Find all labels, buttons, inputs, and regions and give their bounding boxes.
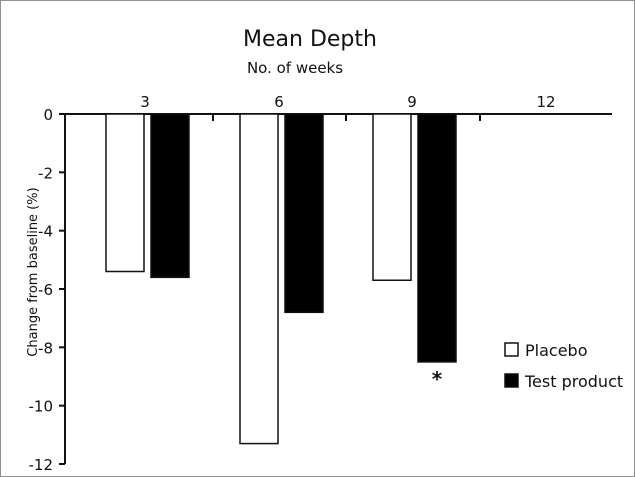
y-tick-label-0: 0 — [43, 106, 53, 124]
x-tick-label-6: 6 — [274, 93, 284, 111]
y-axis-label: Change from baseline (%) — [26, 187, 41, 356]
legend-label-placebo: Placebo — [525, 341, 587, 360]
chart-title: Mean Depth — [243, 27, 377, 52]
annotation-0: * — [432, 367, 443, 391]
bar-test-product-3 — [150, 113, 190, 279]
y-tick-label-5: -10 — [29, 398, 54, 416]
legend-swatch-test-product — [504, 373, 519, 388]
y-tick-label-3: -6 — [38, 281, 53, 299]
bar-test-product-6 — [284, 113, 324, 314]
y-tick-label-4: -8 — [38, 339, 53, 357]
bar-placebo-3 — [105, 113, 145, 273]
legend-swatch-placebo — [504, 342, 519, 357]
bar-placebo-9 — [372, 113, 412, 281]
bar-test-product-9 — [417, 113, 457, 363]
x-tick-label-9: 9 — [407, 93, 417, 111]
x-tick-label-12: 12 — [536, 93, 555, 111]
y-tick-label-1: -2 — [38, 164, 53, 182]
bar-placebo-6 — [239, 113, 279, 445]
chart-layer: Mean Depth No. of weeks 0 -2 -4 -6 -8 -10 -12 3 6 9… — [26, 27, 623, 474]
legend-label-test-product: Test product — [524, 372, 623, 391]
x-tick-label-3: 3 — [140, 93, 150, 111]
y-tick-label-2: -4 — [38, 223, 53, 241]
chart-subtitle: No. of weeks — [247, 59, 343, 77]
y-tick-label-6: -12 — [29, 456, 54, 474]
